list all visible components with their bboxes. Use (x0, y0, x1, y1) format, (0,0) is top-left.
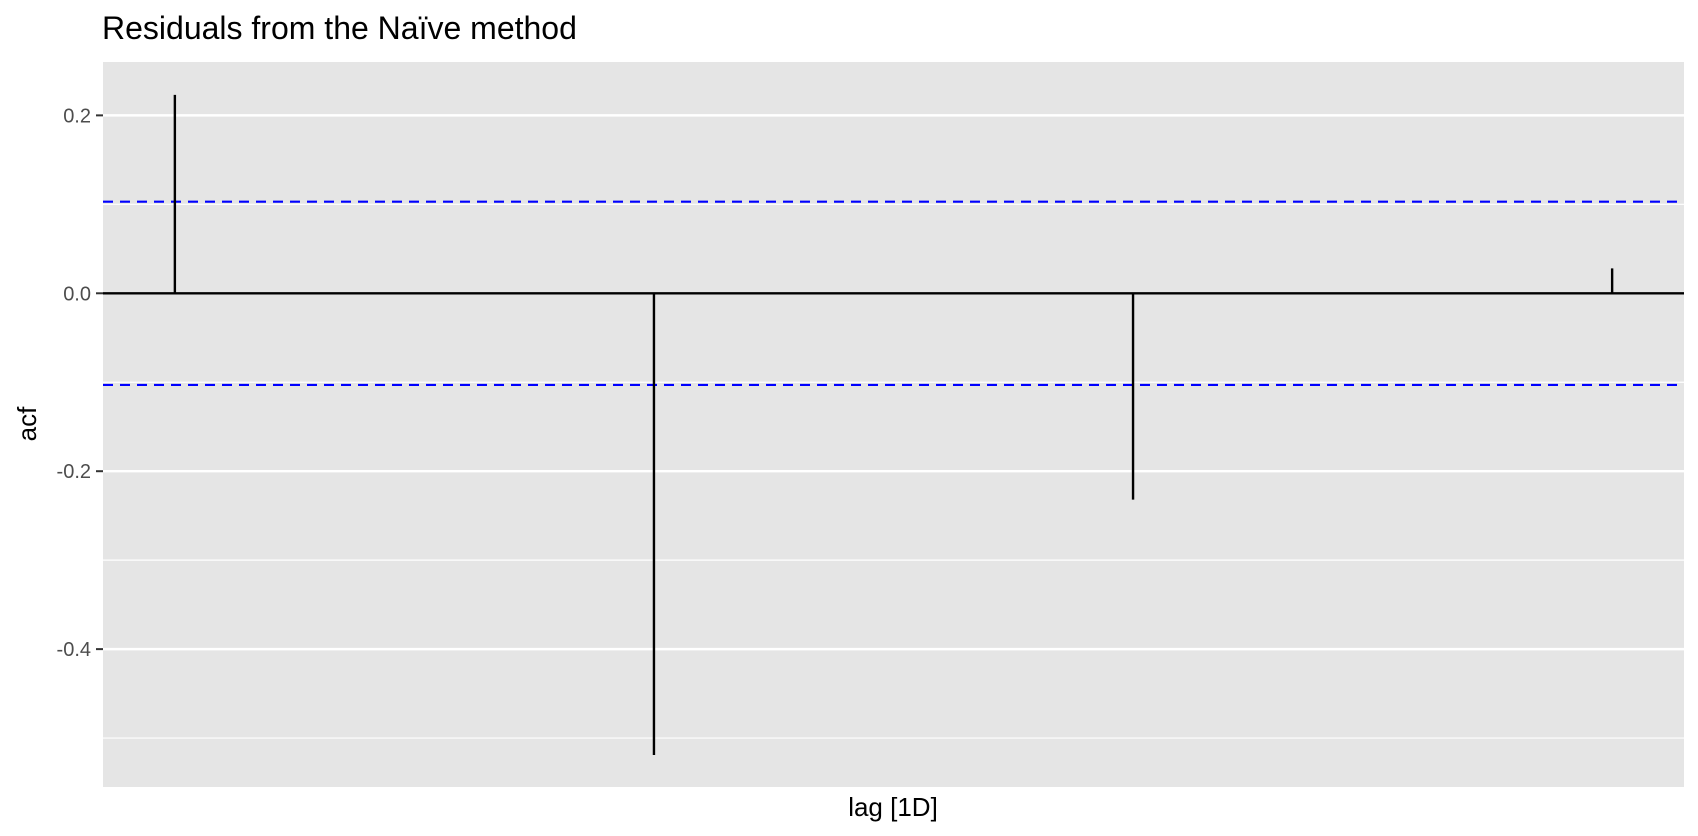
minor-gridlines (103, 203, 1684, 739)
y-tick-label: -0.4 (57, 639, 91, 661)
y-tick-label: 0.2 (63, 105, 91, 127)
confidence-bounds (103, 200, 1684, 387)
chart-title: Residuals from the Naïve method (102, 10, 577, 46)
plot-panel (103, 62, 1684, 787)
y-tick-label: 0.0 (63, 283, 91, 305)
y-axis: 0.2 0.0 -0.2 -0.4 (57, 105, 103, 661)
x-axis-title: lag [1D] (848, 792, 938, 822)
y-tick-label: -0.2 (57, 461, 91, 483)
acf-bars (173, 94, 1614, 755)
y-axis-title: acf (12, 406, 42, 441)
